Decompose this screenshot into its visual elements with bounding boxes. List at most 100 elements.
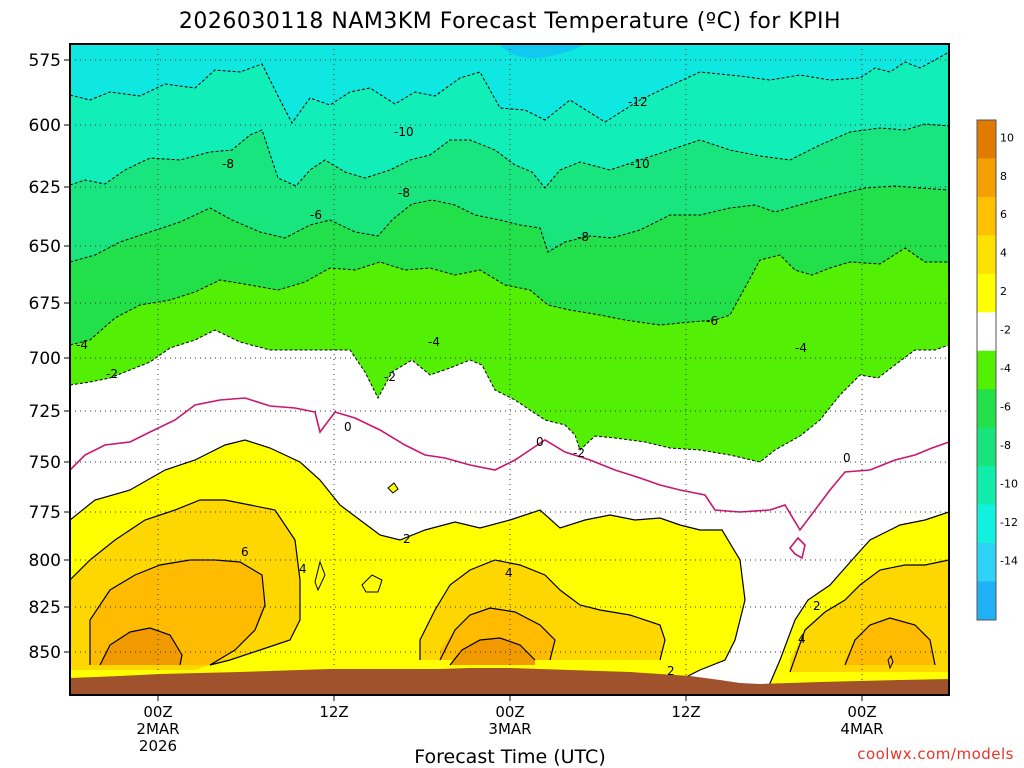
- colorbar-swatch: [977, 273, 996, 313]
- colorbar-swatch: [977, 427, 996, 467]
- colorbar-label: 10: [1000, 131, 1014, 144]
- contour-label: -10: [394, 125, 414, 139]
- colorbar-label: -6: [1000, 401, 1011, 414]
- x-tick-label: 2026: [139, 737, 177, 755]
- contour-label: -4: [795, 341, 807, 355]
- colorbar-label: -14: [1000, 554, 1018, 567]
- contour-label: 6: [241, 545, 249, 559]
- contour-label: -2: [384, 370, 396, 384]
- y-tick-label: 725: [29, 402, 61, 422]
- contour-minus8: [70, 185, 949, 263]
- contour-label: -8: [577, 230, 589, 244]
- x-tick-label: 3MAR: [488, 720, 531, 738]
- band-8: [100, 628, 182, 665]
- y-tick-label: 675: [29, 294, 61, 314]
- contour-label: 4: [798, 632, 806, 646]
- x-axis: 00Z 2MAR 2026 12Z 00Z 3MAR 12Z 00Z 4MAR: [136, 695, 884, 755]
- contour-label: -6: [706, 314, 718, 328]
- colorbar-label: 6: [1000, 208, 1007, 221]
- contour-minus4: [70, 329, 949, 463]
- contour-4: [70, 499, 301, 666]
- x-tick-label: 00Z: [847, 703, 876, 721]
- colorbar-swatch: [977, 158, 996, 198]
- band-6-right: [845, 618, 935, 665]
- small-loop: [887, 654, 894, 670]
- small-warm-cell-3: [314, 560, 326, 592]
- contour-lines: [70, 51, 949, 695]
- contour-label: 0: [843, 451, 851, 465]
- contour-label: -2: [106, 367, 118, 381]
- contour-2: [70, 439, 746, 691]
- colorbar-label: 4: [1000, 247, 1007, 260]
- band-minus14: [500, 44, 585, 59]
- contour-2-right: [764, 511, 949, 695]
- colorbar-swatch: [977, 466, 996, 506]
- contour-label: 2: [813, 599, 821, 613]
- contour-label: 2: [403, 532, 411, 546]
- contour-label: -4: [428, 335, 440, 349]
- x-tick-label: 12Z: [671, 703, 700, 721]
- contour-minus12: [70, 51, 949, 124]
- y-tick-label: 825: [29, 598, 61, 618]
- y-tick-label: 750: [29, 453, 61, 473]
- colorbar-swatch: [977, 235, 996, 275]
- contour-6-right: [844, 617, 936, 666]
- x-axis-label: Forecast Time (UTC): [414, 746, 605, 768]
- grid: [70, 44, 949, 695]
- y-tick-label: 625: [29, 178, 61, 198]
- y-tick-label: 700: [29, 349, 61, 369]
- x-tick-label: 00Z: [143, 703, 172, 721]
- y-tick-label: 775: [29, 503, 61, 523]
- contour-4-right: [789, 559, 949, 673]
- colorbar-label: -8: [1000, 439, 1011, 452]
- contour-8: [99, 627, 183, 666]
- contour-label: -6: [310, 208, 322, 222]
- contour-label: -10: [630, 157, 650, 171]
- terrain: [70, 668, 949, 695]
- colorbar-label: -12: [1000, 516, 1018, 529]
- contour-label: 0: [344, 420, 352, 434]
- colorbar-swatch: [977, 312, 996, 352]
- y-tick-label: 800: [29, 551, 61, 571]
- band-8-mid: [450, 638, 535, 665]
- colorbar-swatch: [977, 196, 996, 236]
- contour-labels: -12 -10 -10 -8 -8 -8 -6 -6 -4 -4 -4 -2 -…: [76, 95, 851, 678]
- y-axis: 575 600 625 650 675 700 725 750 775 800 …: [29, 51, 70, 663]
- contour-0: [70, 397, 949, 532]
- y-tick-label: 575: [29, 51, 61, 71]
- contour-minus6: [70, 247, 949, 346]
- contour-label: -2: [573, 446, 585, 460]
- chart-title: 2026030118 NAM3KM Forecast Temperature (…: [179, 9, 841, 34]
- contour-4-mid: [419, 559, 666, 661]
- colorbar-label: -4: [1000, 362, 1011, 375]
- contour-label: -8: [398, 186, 410, 200]
- small-warm-cell: [387, 482, 399, 494]
- colorbar-label: -2: [1000, 324, 1011, 337]
- contour-label: -12: [628, 95, 648, 109]
- y-tick-label: 600: [29, 116, 61, 136]
- contour-label: 2: [667, 664, 675, 678]
- x-tick-label: 4MAR: [840, 720, 883, 738]
- colorbar-label: 8: [1000, 170, 1007, 183]
- contour-0-loop: [788, 536, 806, 560]
- contour-label: 4: [505, 566, 513, 580]
- colorbar-label: 2: [1000, 285, 1007, 298]
- small-warm-cell-2: [361, 574, 383, 593]
- x-tick-label: 12Z: [319, 703, 348, 721]
- contour-minus10: [70, 123, 949, 189]
- colorbar-swatch: [977, 504, 996, 544]
- x-tick-label: 2MAR: [136, 720, 179, 738]
- contour-label: 4: [299, 562, 307, 576]
- contour-label: -4: [76, 338, 88, 352]
- temperature-fill: [70, 44, 949, 695]
- credit-text: coolwx.com/models: [857, 745, 1014, 763]
- colorbar-label: -10: [1000, 477, 1018, 490]
- contour-label: -8: [222, 157, 234, 171]
- contour-6-mid: [439, 607, 556, 661]
- x-tick-label: 00Z: [495, 703, 524, 721]
- y-tick-label: 850: [29, 643, 61, 663]
- colorbar-swatch: [977, 350, 996, 390]
- contour-label: 0: [536, 435, 544, 449]
- colorbar-swatch: [977, 120, 996, 159]
